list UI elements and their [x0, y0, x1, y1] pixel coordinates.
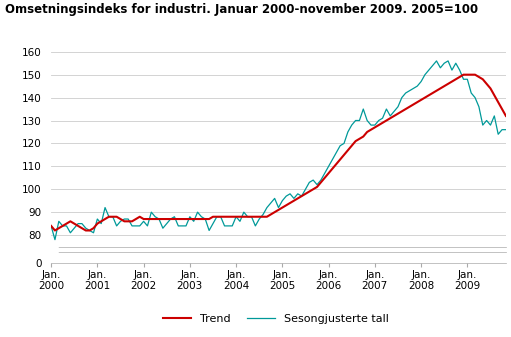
Legend: Trend, Sesongjusterte tall: Trend, Sesongjusterte tall: [159, 309, 393, 328]
Sesongjusterte tall: [52, 238, 58, 242]
Sesongjusterte tall: [383, 107, 389, 111]
Trend: [52, 228, 58, 233]
Trend: [48, 224, 54, 228]
Sesongjusterte tall: [418, 80, 424, 84]
Trend: [318, 180, 324, 184]
Trend: [441, 84, 447, 88]
Sesongjusterte tall: [195, 210, 201, 214]
Trend: [503, 114, 509, 118]
Sesongjusterte tall: [48, 224, 54, 228]
Sesongjusterte tall: [145, 224, 151, 228]
Trend: [418, 98, 424, 102]
Trend: [145, 217, 151, 221]
Trend: [460, 73, 467, 77]
Sesongjusterte tall: [318, 178, 324, 182]
Sesongjusterte tall: [445, 59, 451, 63]
Text: Omsetningsindeks for industri. Januar 2000-november 2009. 2005=100: Omsetningsindeks for industri. Januar 20…: [5, 3, 478, 17]
Trend: [195, 217, 201, 221]
Sesongjusterte tall: [433, 59, 439, 63]
Line: Sesongjusterte tall: Sesongjusterte tall: [51, 61, 506, 240]
Line: Trend: Trend: [51, 75, 506, 231]
Sesongjusterte tall: [503, 128, 509, 132]
Trend: [383, 119, 389, 123]
